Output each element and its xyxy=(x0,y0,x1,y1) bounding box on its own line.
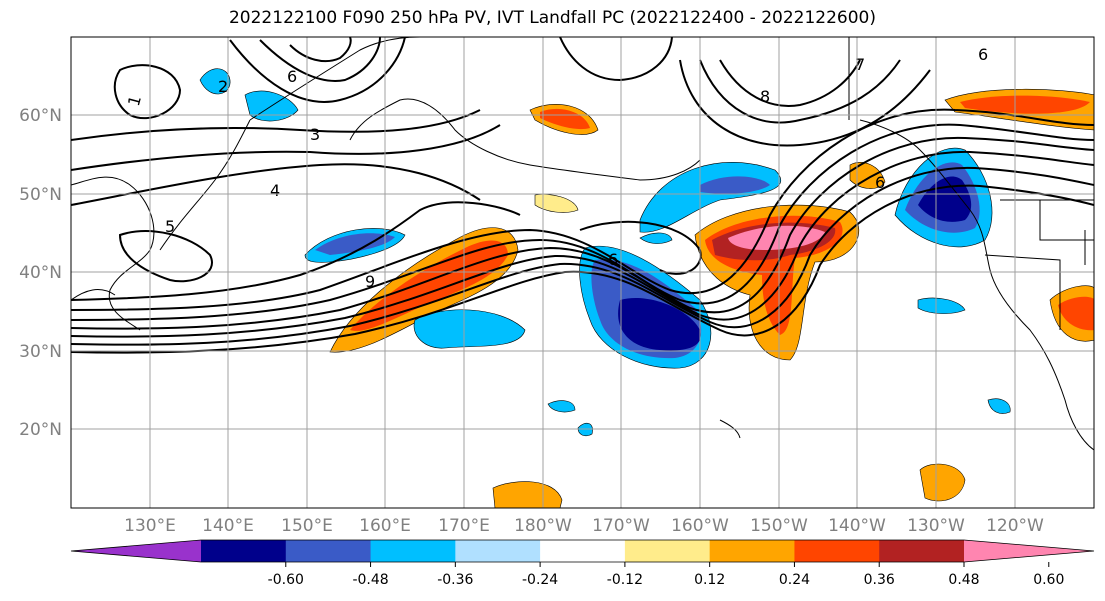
lon-label: 120°W xyxy=(986,516,1044,536)
pv-contours xyxy=(71,37,1094,354)
lat-label: 50°N xyxy=(19,185,62,205)
longitude-labels: 130°E 140°E 150°E 160°E 170°E 180°W 170°… xyxy=(124,516,1044,536)
colorbar-tick-label: 0.36 xyxy=(864,572,895,588)
contour-labels: 1 2 3 4 5 6 6 6 6 7 8 9 xyxy=(124,45,988,291)
colorbar-segment xyxy=(455,540,541,562)
lat-label: 30°N xyxy=(19,342,62,362)
colorbar-segment xyxy=(624,540,711,562)
pv-shading xyxy=(199,68,1094,508)
lat-label: 40°N xyxy=(19,263,62,283)
colorbar-tick-label: 0.48 xyxy=(948,572,979,588)
lon-label: 180°W xyxy=(514,516,572,536)
colorbar-tick-label: -0.24 xyxy=(522,572,558,588)
contour-label: 6 xyxy=(978,45,988,64)
map-frame xyxy=(70,36,1095,509)
contour-label: 6 xyxy=(875,173,885,192)
contour-label: 9 xyxy=(365,272,375,291)
colorbar-segment xyxy=(540,540,626,562)
colorbar-extend-low xyxy=(71,540,201,562)
figure-title: 2022122100 F090 250 hPa PV, IVT Landfall… xyxy=(228,8,876,28)
latitude-labels: 60°N 50°N 40°N 30°N 20°N xyxy=(19,106,62,440)
colorbar-tick-label: 0.24 xyxy=(779,572,810,588)
lon-label: 140°W xyxy=(828,516,886,536)
colorbar-tick-label: -0.60 xyxy=(268,572,304,588)
colorbar-tick-label: -0.48 xyxy=(352,572,388,588)
colorbar-segment xyxy=(201,540,287,562)
contour-label: 8 xyxy=(760,87,770,106)
contour-label: 4 xyxy=(270,181,280,200)
contour-label: 6 xyxy=(608,250,618,269)
contour-label: 2 xyxy=(218,77,228,96)
colorbar-segment xyxy=(285,540,372,562)
lon-label: 130°W xyxy=(907,516,965,536)
contour-label: 7 xyxy=(855,55,865,74)
graticule xyxy=(71,37,1094,508)
lon-label: 140°E xyxy=(202,516,254,536)
contour-label: 1 xyxy=(124,93,145,108)
colorbar-segment xyxy=(709,540,795,562)
lon-label: 130°E xyxy=(124,516,176,536)
colorbar-tick-label: -0.36 xyxy=(437,572,473,588)
contour-label: 3 xyxy=(310,125,320,144)
lon-label: 150°W xyxy=(750,516,808,536)
colorbar-tick-label: 0.60 xyxy=(1033,572,1064,588)
lon-label: 150°E xyxy=(281,516,333,536)
lon-label: 160°W xyxy=(671,516,729,536)
lon-label: 170°E xyxy=(438,516,490,536)
colorbar-segment xyxy=(794,540,880,562)
lon-label: 170°W xyxy=(592,516,650,536)
colorbar-tick-label: 0.12 xyxy=(694,572,725,588)
colorbar: -0.60 -0.48 -0.36 -0.24 -0.12 0.12 0.24 0.36 0.4… xyxy=(70,539,1095,588)
contour-label: 5 xyxy=(165,217,175,236)
contour-label: 6 xyxy=(287,67,297,86)
colorbar-extend-high xyxy=(964,540,1094,562)
colorbar-outline xyxy=(70,539,1095,563)
map-plot-area: 1 2 3 4 5 6 6 6 6 7 8 9 xyxy=(71,37,1094,508)
colorbar-segment xyxy=(370,540,456,562)
colorbar-segment xyxy=(879,540,965,562)
lat-label: 20°N xyxy=(19,420,62,440)
lat-label: 60°N xyxy=(19,106,62,126)
colorbar-tick-label: -0.12 xyxy=(607,572,643,588)
lon-label: 160°E xyxy=(359,516,411,536)
